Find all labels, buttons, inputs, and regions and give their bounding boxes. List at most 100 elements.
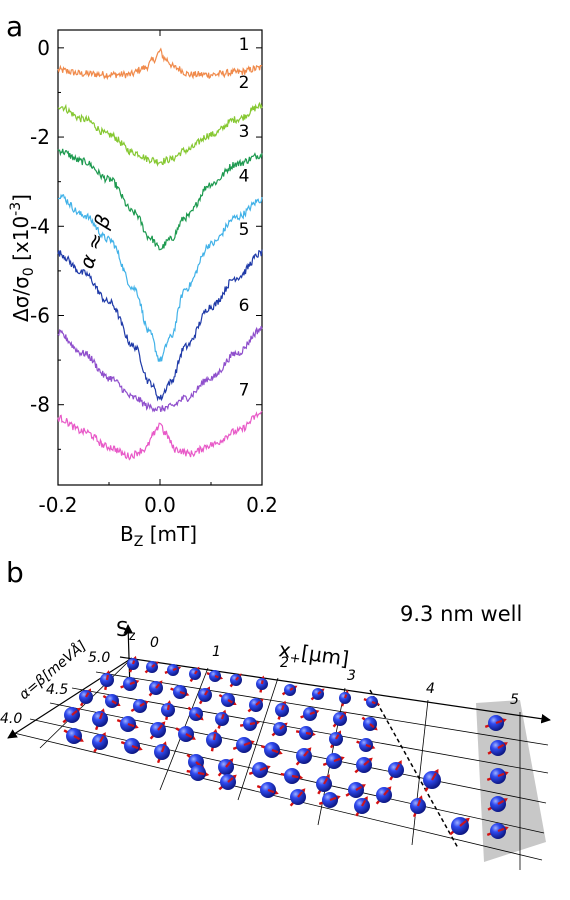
spin bbox=[295, 747, 312, 766]
dashed-boundary bbox=[369, 689, 459, 849]
spin-arrow-front bbox=[85, 692, 90, 698]
spin-arrow-front bbox=[225, 761, 231, 768]
y-tick-label: -6 bbox=[30, 303, 50, 327]
grid-row-line bbox=[13, 732, 543, 861]
spin bbox=[256, 782, 279, 798]
spin bbox=[161, 700, 175, 721]
y-axis-label: Δσ/σ0 [x10-3] bbox=[8, 194, 37, 322]
spin-arrow-front bbox=[297, 791, 303, 798]
spin-arrow-front bbox=[99, 735, 105, 743]
spin bbox=[280, 768, 304, 784]
spin-arrow-front bbox=[395, 763, 401, 771]
y-tick-label: -2 bbox=[30, 125, 50, 149]
y-ticks: 0 -2 -4 -6 -8 bbox=[30, 36, 262, 450]
spin bbox=[375, 786, 392, 805]
spin bbox=[218, 693, 237, 707]
x-plus-sub: + bbox=[289, 651, 302, 667]
alpha-tick-label: 5.0 bbox=[88, 650, 110, 666]
sz-label-sub: z bbox=[129, 629, 136, 644]
spin-arrow-front bbox=[497, 772, 505, 778]
spin-arrow-front bbox=[271, 748, 279, 754]
spin bbox=[316, 774, 332, 795]
spin-arrow-front bbox=[227, 777, 234, 783]
spin-arrow-front bbox=[280, 704, 285, 711]
spin-arrow-front bbox=[129, 681, 136, 686]
curves bbox=[57, 47, 263, 461]
grid-row-line bbox=[95, 671, 549, 746]
spin-arrow-front bbox=[305, 731, 312, 735]
spin bbox=[149, 721, 166, 740]
spin bbox=[120, 738, 143, 754]
spin bbox=[130, 699, 149, 713]
spins bbox=[62, 655, 509, 839]
shaded-region bbox=[476, 700, 546, 862]
series-label-4: 4 bbox=[239, 167, 250, 187]
spin bbox=[144, 661, 159, 674]
x-label-main: B bbox=[120, 522, 134, 546]
spin-arrow-front bbox=[195, 713, 201, 719]
series-label-7: 7 bbox=[239, 381, 250, 401]
spin bbox=[215, 709, 229, 729]
spin-arrow-front bbox=[139, 702, 145, 707]
series-label-6: 6 bbox=[239, 296, 250, 316]
spin bbox=[170, 685, 190, 699]
spin bbox=[275, 700, 289, 720]
spin bbox=[239, 717, 260, 731]
spin bbox=[361, 716, 378, 731]
spin bbox=[281, 684, 298, 696]
spin bbox=[232, 737, 255, 753]
alpha-tick-labels: 4.0 4.5 5.0 bbox=[0, 650, 110, 727]
alpha-tick-label: 4.5 bbox=[46, 682, 68, 698]
spin bbox=[345, 782, 366, 798]
spin-arrow-front bbox=[309, 711, 316, 716]
spin bbox=[164, 664, 182, 676]
spin bbox=[295, 726, 316, 740]
spin bbox=[339, 689, 351, 707]
spin bbox=[206, 728, 222, 752]
spin-arrow-front bbox=[363, 760, 370, 766]
spin bbox=[198, 686, 212, 705]
spin bbox=[229, 673, 242, 688]
sz-label: Sz bbox=[116, 617, 136, 644]
curve-labels: 1 2 3 4 5 6 7 bbox=[239, 35, 250, 401]
spin bbox=[487, 796, 508, 812]
spin-arrow-front bbox=[194, 670, 198, 675]
spin-arrow-front bbox=[197, 771, 205, 776]
spin bbox=[300, 707, 320, 721]
x-tick-label-b: 5 bbox=[510, 692, 519, 708]
x-plus-main: x bbox=[277, 637, 292, 662]
spin-arrow-front bbox=[495, 719, 503, 725]
spin bbox=[289, 788, 306, 807]
x-plus-unit: [µm] bbox=[300, 640, 351, 670]
series-label-5: 5 bbox=[239, 220, 250, 240]
spin-arrow-front bbox=[235, 676, 240, 681]
spin bbox=[310, 688, 325, 701]
spin-arrow-front bbox=[249, 722, 256, 726]
spin bbox=[116, 716, 139, 732]
spin-arrow-front bbox=[105, 674, 109, 681]
spin bbox=[271, 722, 288, 737]
spin bbox=[102, 694, 121, 708]
spin-arrow-front bbox=[131, 660, 136, 665]
spin-arrow-front bbox=[416, 799, 422, 807]
spin bbox=[449, 817, 470, 836]
spin bbox=[356, 738, 376, 752]
spin-arrow-front bbox=[151, 663, 156, 668]
spin bbox=[260, 742, 283, 758]
spin-arrow-front bbox=[361, 799, 367, 807]
sz-label-main: S bbox=[116, 617, 129, 641]
spin bbox=[63, 728, 84, 744]
spin-arrow-front bbox=[166, 704, 170, 711]
spin bbox=[100, 670, 114, 691]
spin-arrow-front bbox=[383, 789, 389, 796]
x-tick-label: 0.0 bbox=[144, 493, 176, 517]
spin-arrow-front bbox=[279, 724, 285, 730]
x-tick-label: -0.2 bbox=[38, 493, 77, 517]
series-label-1: 1 bbox=[239, 35, 250, 55]
spin-arrow-front bbox=[160, 745, 166, 753]
spin bbox=[486, 823, 509, 839]
spin bbox=[189, 666, 201, 683]
spin bbox=[186, 765, 210, 781]
grid-lines bbox=[13, 657, 549, 870]
